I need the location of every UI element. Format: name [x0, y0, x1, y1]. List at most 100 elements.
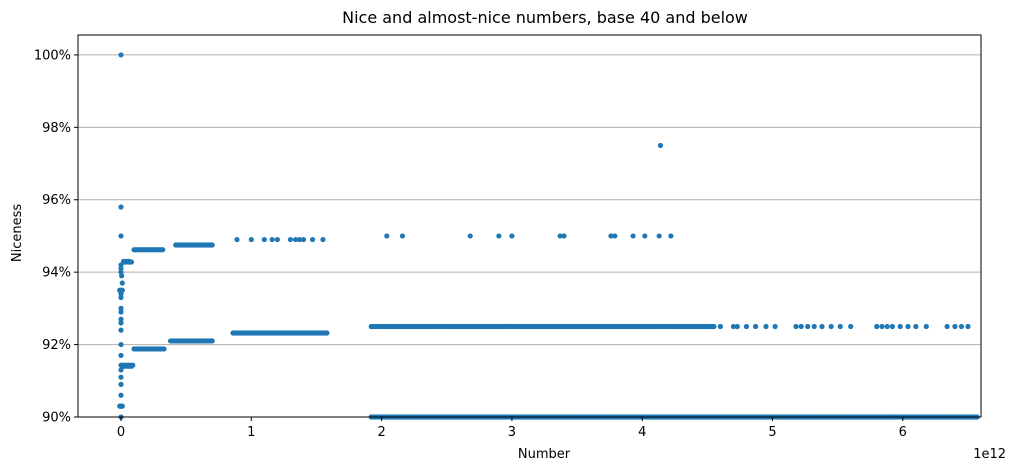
x-axis: 0 1 2 3 4 5 6: [117, 417, 907, 440]
data-point: [118, 320, 124, 326]
x-tick-label: 1: [247, 425, 255, 440]
data-point: [913, 323, 919, 330]
data-point: [763, 323, 769, 330]
data-point: [730, 323, 737, 330]
y-tick-label: 98%: [42, 121, 71, 136]
y-tick-label: 96%: [42, 193, 71, 208]
data-point: [269, 236, 275, 243]
data-point: [118, 341, 124, 348]
data-point: [118, 52, 124, 58]
data-point: [118, 309, 124, 315]
data-point: [119, 403, 125, 409]
data-point: [509, 233, 515, 239]
data-point: [118, 233, 124, 239]
data-point: [717, 323, 723, 330]
data-point: [118, 294, 124, 301]
data-point: [209, 242, 215, 248]
data-point: [384, 233, 390, 239]
y-axis-title: Niceness: [10, 204, 25, 262]
data-point: [657, 142, 664, 149]
chart-title: Nice and almost-nice numbers, base 40 an…: [342, 8, 748, 27]
data-point: [805, 323, 811, 330]
data-point: [889, 323, 895, 330]
data-point: [160, 247, 166, 253]
data-point: [118, 204, 124, 210]
data-point: [879, 323, 885, 330]
data-point: [828, 323, 834, 330]
data-point: [958, 323, 965, 330]
data-point: [752, 323, 759, 330]
y-tick-label: 100%: [34, 48, 71, 63]
x-tick-label: 6: [899, 425, 907, 440]
data-point: [130, 362, 136, 368]
data-point: [119, 273, 125, 279]
data-point: [119, 280, 125, 286]
x-tick-label: 2: [377, 425, 385, 440]
data-point: [234, 236, 240, 243]
data-point: [118, 374, 124, 380]
data-point: [656, 233, 662, 239]
x-axis-title: Number: [518, 447, 571, 462]
data-point: [293, 236, 299, 243]
data-point: [300, 236, 307, 243]
data-point: [118, 327, 124, 333]
y-tick-label: 90%: [42, 411, 71, 426]
data-point: [743, 323, 750, 330]
data-point: [772, 323, 778, 330]
data-point: [874, 323, 880, 330]
data-point: [642, 233, 648, 239]
plot-frame: [77, 34, 982, 418]
data-point: [668, 233, 674, 239]
y-grid: [78, 54, 981, 418]
data-point: [467, 233, 473, 239]
data-point: [811, 323, 817, 330]
x-tick-label: 4: [638, 425, 646, 440]
data-point: [608, 233, 614, 239]
data-point: [399, 233, 406, 239]
data-point: [248, 236, 254, 243]
data-point: [118, 265, 124, 272]
data-point: [837, 323, 843, 330]
data-point: [118, 352, 124, 359]
data-point: [897, 323, 903, 330]
data-point: [296, 236, 303, 243]
data-point: [923, 323, 929, 330]
x-tick-label: 0: [117, 425, 125, 440]
data-point: [734, 323, 740, 330]
data-point: [287, 236, 293, 243]
x-tick-label: 5: [768, 425, 776, 440]
data-point: [261, 236, 267, 243]
y-tick-label: 92%: [42, 338, 71, 353]
data-point: [848, 323, 854, 330]
data-point: [496, 233, 502, 239]
data-point: [793, 323, 799, 330]
data-point: [965, 323, 971, 330]
data-point: [119, 287, 125, 293]
data-point: [905, 323, 911, 330]
data-point: [884, 323, 890, 330]
data-point: [274, 236, 280, 243]
data-point: [798, 323, 804, 330]
data-point: [561, 233, 567, 239]
data-point: [320, 236, 326, 243]
data-point: [612, 233, 618, 239]
data-point: [711, 323, 717, 330]
y-tick-label: 94%: [42, 266, 71, 281]
x-tick-label: 3: [508, 425, 516, 440]
data-point: [118, 381, 124, 388]
y-axis: 90% 92% 94% 96% 98% 100%: [34, 48, 78, 426]
data-point: [118, 392, 124, 398]
data-point: [309, 236, 316, 243]
data-point: [952, 323, 958, 330]
data-point: [557, 233, 563, 239]
data-point: [819, 323, 825, 330]
data-point: [118, 305, 124, 311]
data-point: [161, 346, 167, 352]
data-point: [128, 259, 135, 265]
data-point: [209, 338, 215, 344]
data-point: [944, 323, 950, 330]
data-point: [118, 367, 124, 373]
data-point: [118, 316, 124, 322]
x-offset-label: 1e12: [973, 447, 1006, 462]
